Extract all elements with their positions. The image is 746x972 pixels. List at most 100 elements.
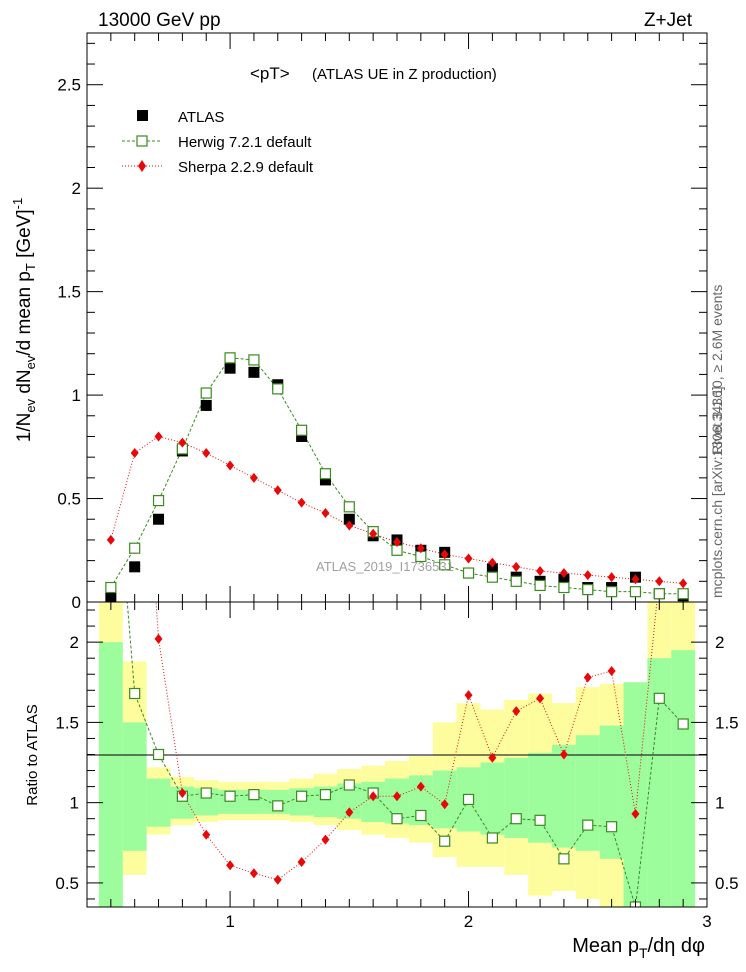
- sherpa-point: [583, 570, 592, 581]
- analysis-watermark: ATLAS_2019_I1736531: [316, 559, 454, 574]
- herwig-point: [224, 790, 236, 802]
- herwig-point: [224, 352, 236, 364]
- atlas-point: [129, 561, 141, 573]
- herwig-point: [200, 787, 212, 799]
- sherpa-point: [273, 485, 282, 496]
- sherpa-point: [559, 749, 568, 760]
- band-green-bin: [552, 744, 576, 848]
- plot-subtitle: (ATLAS UE in Z production): [312, 66, 497, 83]
- herwig-point: [272, 383, 284, 395]
- herwig-points-ratio: [129, 687, 689, 907]
- band-green-bin: [623, 682, 648, 907]
- band-green-bin: [98, 642, 123, 907]
- sherpa-point: [464, 690, 473, 701]
- main-ytick-label: 2: [72, 179, 81, 198]
- herwig-point: [319, 468, 332, 480]
- herwig-point: [582, 583, 594, 596]
- sherpa-point: [202, 448, 211, 459]
- band-green-bin: [599, 725, 624, 859]
- ratio-y-axis-label: Ratio to ATLAS: [24, 704, 41, 805]
- ratio-ytick-label: 1: [70, 794, 79, 813]
- herwig-point: [462, 567, 475, 579]
- band-green-bin: [289, 788, 314, 816]
- main-ytick-label: 0: [72, 593, 81, 612]
- sherpa-point: [249, 868, 258, 879]
- band-green-bin: [242, 789, 266, 814]
- side-text-lower: mcplots.cern.ch [arXiv:1306.3436]: [709, 386, 725, 598]
- band-green-bin: [313, 786, 338, 818]
- band-green-bin: [337, 783, 362, 819]
- legend-marker-herwig: [136, 135, 148, 147]
- atlas-point: [486, 563, 498, 575]
- xtick-label: 1: [225, 912, 234, 931]
- sherpa-point: [297, 857, 306, 868]
- main-panel: 0 0.5 1 1.5 2 2.5 <pT> (ATLAS UE in Z product…: [57, 32, 708, 612]
- plot-title: <pT>: [250, 64, 290, 83]
- main-ytick-label: 0.5: [57, 490, 81, 509]
- band-green-bin: [575, 735, 600, 851]
- sherpa-point: [512, 561, 521, 572]
- ratio-ytick-label: 2: [70, 633, 79, 652]
- legend-item-atlas: ATLAS: [137, 109, 224, 126]
- ratio-ytick-label-right: 1: [715, 794, 724, 813]
- x-axis-label: Mean pT/dη dφ: [572, 935, 705, 961]
- ratio-ytick-label-right: 2: [715, 633, 724, 652]
- atlas-point: [343, 513, 355, 525]
- atlas-point: [319, 474, 331, 486]
- herwig-point: [486, 571, 498, 583]
- band-green-bin: [504, 757, 529, 838]
- herwig-point: [343, 501, 355, 513]
- band-green-bin: [647, 658, 672, 907]
- sherpa-point: [440, 549, 449, 560]
- herwig-point: [606, 821, 618, 833]
- herwig-point: [152, 748, 165, 761]
- sherpa-point: [655, 576, 664, 587]
- sherpa-point: [631, 574, 640, 585]
- sherpa-point: [178, 788, 187, 799]
- sherpa-point: [607, 572, 616, 583]
- band-green-bin: [671, 650, 696, 907]
- sherpa-point: [297, 497, 306, 508]
- header-left: 13000 GeV pp: [98, 10, 221, 31]
- sherpa-point: [679, 578, 688, 589]
- sherpa-point: [226, 460, 235, 471]
- band-green-bin: [361, 781, 386, 822]
- band-green-bin: [408, 775, 433, 826]
- sherpa-point: [393, 536, 401, 547]
- sherpa-point: [393, 791, 401, 802]
- atlas-point: [105, 592, 117, 602]
- sherpa-point: [583, 672, 592, 683]
- herwig-point: [629, 586, 642, 598]
- legend-item-sherpa: Sherpa 2.2.9 default: [122, 159, 314, 176]
- herwig-point: [606, 586, 618, 598]
- ratio-ytick-label-right: 0.5: [715, 874, 739, 893]
- herwig-point: [558, 581, 570, 594]
- legend-marker-sherpa: [138, 160, 146, 172]
- herwig-point: [129, 687, 141, 700]
- ratio-x-axis: 1 2 3: [86, 602, 712, 931]
- herwig-point: [510, 813, 522, 825]
- sherpa-point: [464, 553, 473, 564]
- herwig-point: [248, 354, 260, 366]
- main-ytick-label: 2.5: [57, 76, 81, 95]
- herwig-point: [439, 835, 451, 847]
- atlas-point: [296, 430, 308, 442]
- herwig-point: [391, 813, 403, 825]
- herwig-point: [105, 581, 117, 594]
- sherpa-point: [369, 528, 378, 539]
- ratio-panel: 0.5 0.5 1 1 1.5 1.5 2 2 1 2 3: [55, 601, 739, 931]
- sherpa-point: [369, 791, 378, 802]
- main-ytick-label: 1.5: [57, 283, 81, 302]
- atlas-point: [200, 399, 212, 411]
- legend-label-atlas: ATLAS: [178, 109, 224, 126]
- ratio-y-axis: 0.5 0.5 1 1 1.5 1.5 2 2: [55, 609, 739, 900]
- sherpa-point: [559, 568, 568, 579]
- sherpa-point: [536, 565, 545, 576]
- sherpa-points-ratio: [154, 633, 640, 885]
- band-green-bin: [122, 722, 147, 851]
- sherpa-point: [130, 448, 139, 459]
- legend-label-sherpa: Sherpa 2.2.9 default: [178, 159, 314, 176]
- sherpa-point: [249, 472, 258, 483]
- herwig-point: [343, 779, 355, 791]
